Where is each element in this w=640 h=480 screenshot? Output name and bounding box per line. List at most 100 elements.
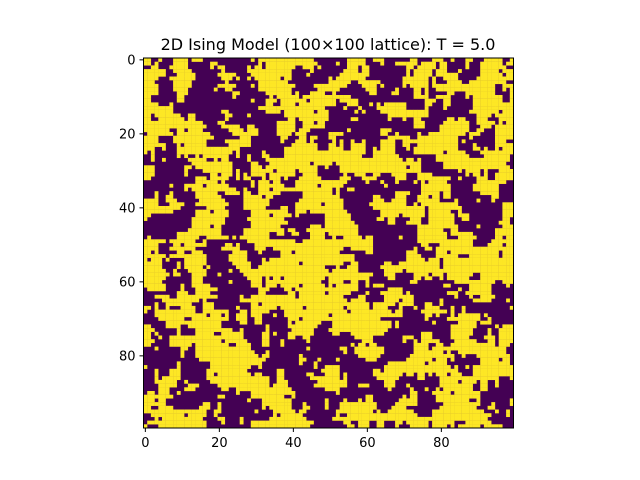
lattice-cell [225,139,229,143]
lattice-cell [377,350,381,354]
lattice-cell [184,88,188,92]
lattice-cell [340,176,344,180]
lattice-cell [362,80,366,84]
lattice-cell [199,291,203,295]
lattice-cell [177,328,181,332]
lattice-cell [421,243,425,247]
lattice-cell [425,236,429,240]
lattice-cell [340,258,344,262]
lattice-cell [403,365,407,369]
lattice-cell [218,354,222,358]
lattice-cell [243,321,247,325]
lattice-cell [506,358,510,362]
lattice-cell [436,191,440,195]
lattice-cell [310,262,314,266]
lattice-cell [369,165,373,169]
lattice-cell [432,191,436,195]
lattice-cell [277,184,281,188]
lattice-cell [488,376,492,380]
lattice-cell [155,287,159,291]
lattice-cell [443,391,447,395]
lattice-cell [495,128,499,132]
lattice-cell [188,262,192,266]
lattice-cell [406,169,410,173]
lattice-cell [292,273,296,277]
lattice-cell [181,247,185,251]
lattice-cell [310,99,314,103]
lattice-cell [332,213,336,217]
lattice-cell [380,302,384,306]
lattice-cell [258,210,262,214]
lattice-cell [399,265,403,269]
lattice-cell [495,276,499,280]
lattice-cell [269,184,273,188]
lattice-cell [325,365,329,369]
lattice-cell [266,210,270,214]
lattice-cell [399,136,403,140]
lattice-cell [273,91,277,95]
lattice-cell [269,110,273,114]
lattice-cell [314,361,318,365]
lattice-cell [414,247,418,251]
lattice-cell [247,228,251,232]
lattice-cell [399,365,403,369]
lattice-cell [310,280,314,284]
lattice-cell [440,147,444,151]
lattice-cell [495,158,499,162]
lattice-cell [462,132,466,136]
lattice-cell [343,210,347,214]
lattice-cell [251,284,255,288]
lattice-cell [377,321,381,325]
lattice-cell [195,262,199,266]
lattice-cell [477,269,481,273]
lattice-cell [266,395,270,399]
lattice-cell [258,213,262,217]
lattice-cell [351,321,355,325]
lattice-cell [258,202,262,206]
lattice-cell [347,321,351,325]
lattice-cell [229,143,233,147]
lattice-cell [280,125,284,129]
lattice-cell [347,162,351,166]
lattice-cell [506,169,510,173]
lattice-cell [229,128,233,132]
lattice-cell [144,239,148,243]
lattice-cell [299,147,303,151]
lattice-cell [243,369,247,373]
lattice-cell [147,324,151,328]
lattice-cell [284,99,288,103]
lattice-cell [447,77,451,81]
lattice-cell [295,132,299,136]
lattice-cell [177,332,181,336]
lattice-cell [147,62,151,66]
lattice-cell [236,336,240,340]
lattice-cell [155,195,159,199]
lattice-cell [273,217,277,221]
lattice-cell [258,365,262,369]
lattice-cell [321,206,325,210]
lattice-cell [440,247,444,251]
lattice-cell [188,139,192,143]
lattice-cell [451,117,455,121]
lattice-cell [310,139,314,143]
lattice-cell [192,221,196,225]
lattice-cell [258,284,262,288]
lattice-cell [251,350,255,354]
lattice-cell [462,313,466,317]
lattice-cell [321,117,325,121]
lattice-cell [169,395,173,399]
lattice-cell [414,262,418,266]
lattice-cell [499,339,503,343]
lattice-cell [351,254,355,258]
lattice-cell [502,65,506,69]
lattice-cell [369,398,373,402]
lattice-cell [299,332,303,336]
lattice-cell [262,77,266,81]
lattice-cell [465,84,469,88]
lattice-cell [440,254,444,258]
lattice-cell [484,354,488,358]
lattice-cell [421,195,425,199]
lattice-cell [177,206,181,210]
lattice-cell [354,265,358,269]
lattice-cell [506,69,510,73]
